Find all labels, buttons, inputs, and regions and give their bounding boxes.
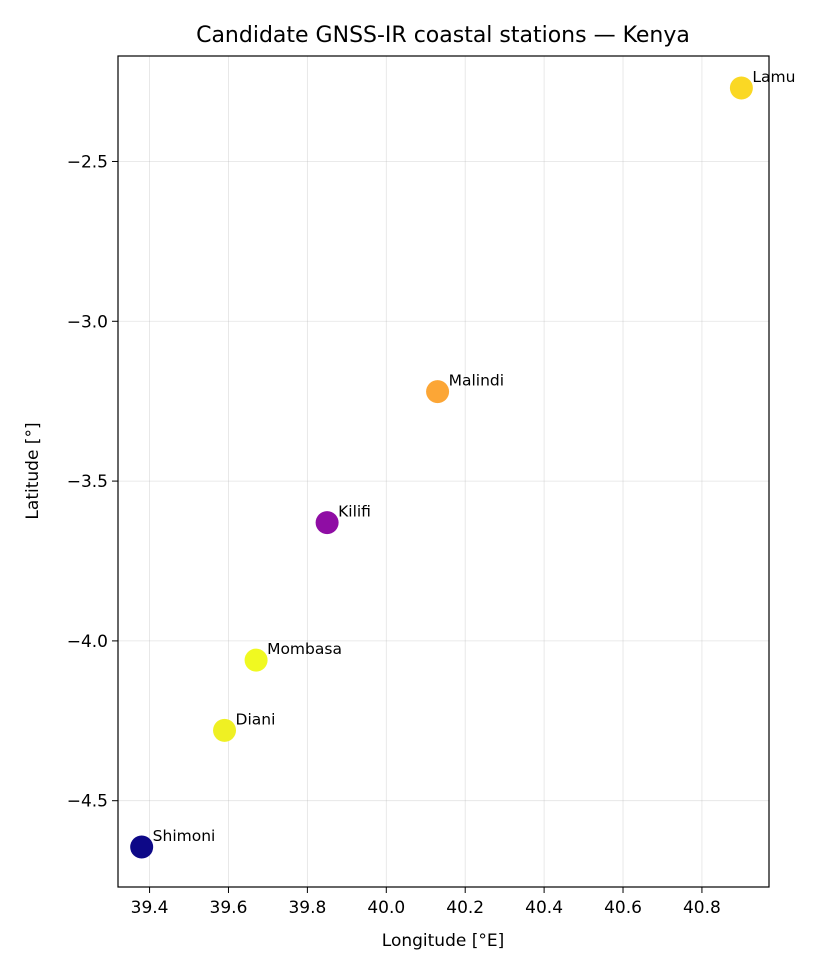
grid-lines: [118, 56, 769, 887]
station-label: Malindi: [449, 372, 504, 390]
station-label: Diani: [236, 710, 276, 728]
station-label: Shimoni: [153, 827, 216, 845]
station-point: [729, 76, 753, 100]
station-label: Mombasa: [267, 640, 342, 658]
chart-title: Candidate GNSS-IR coastal stations — Ken…: [196, 23, 690, 48]
x-axis-label: Longitude [°E]: [382, 931, 504, 951]
station-point: [426, 380, 450, 404]
plot-frame: [117, 55, 770, 888]
x-tick-label: 40.6: [604, 898, 642, 918]
y-tick-label: −3.5: [67, 472, 108, 492]
y-tick-label: −3.0: [67, 312, 108, 332]
station-point: [213, 718, 237, 742]
x-tick-label: 40.0: [367, 898, 405, 918]
data-points: Lamu Malindi Kilifi Mombasa Diani Shimoni: [130, 68, 795, 859]
y-tick-label: −4.5: [67, 792, 108, 812]
station-label: Lamu: [752, 68, 795, 86]
y-tick-label: −2.5: [67, 152, 108, 172]
y-axis-label: Latitude [°]: [23, 422, 43, 519]
y-tick-label: −4.0: [67, 632, 108, 652]
station-point: [244, 648, 268, 672]
station-point: [315, 511, 339, 535]
x-tick-label: 39.8: [288, 898, 326, 918]
x-tick-label: 39.4: [131, 898, 169, 918]
x-tick-label: 40.2: [446, 898, 484, 918]
x-tick-label: 39.6: [210, 898, 248, 918]
x-tick-label: 40.8: [683, 898, 721, 918]
station-label: Kilifi: [338, 503, 371, 521]
x-tick-label: 40.4: [525, 898, 563, 918]
station-point: [130, 835, 154, 859]
axis-ticks: 39.4 39.6 39.8 40.0 40.2 40.4 40.6 40.8 −2.5 −3.0…: [67, 152, 721, 918]
